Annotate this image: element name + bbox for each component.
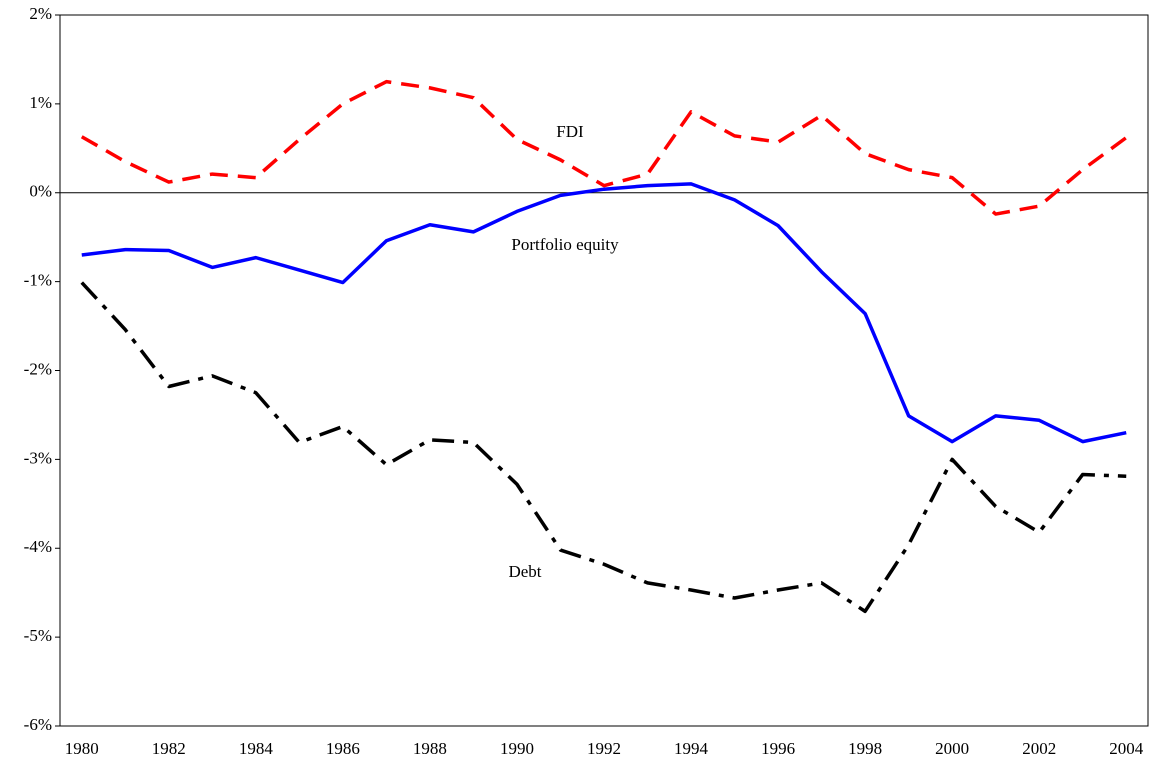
series-annotation: Portfolio equity bbox=[511, 235, 619, 254]
series-annotation: Debt bbox=[508, 562, 541, 581]
x-tick-label: 2000 bbox=[935, 739, 969, 758]
x-tick-label: 1988 bbox=[413, 739, 447, 758]
x-tick-label: 1996 bbox=[761, 739, 795, 758]
series-line bbox=[81, 182, 1127, 444]
y-tick-label: -1% bbox=[24, 271, 52, 290]
series-line bbox=[80, 281, 1127, 614]
plot-border bbox=[59, 14, 1149, 727]
y-tick-label: -2% bbox=[24, 359, 52, 378]
x-tick-label: 1980 bbox=[65, 739, 99, 758]
y-tick-label: 1% bbox=[29, 93, 52, 112]
x-tick-label: 2002 bbox=[1022, 739, 1056, 758]
x-tick-label: 1990 bbox=[500, 739, 534, 758]
x-tick-label: 1994 bbox=[674, 739, 709, 758]
x-tick-label: 1984 bbox=[239, 739, 274, 758]
series-annotation: FDI bbox=[556, 122, 584, 141]
y-tick-label: -3% bbox=[24, 448, 52, 467]
y-tick-label: -6% bbox=[24, 715, 52, 734]
y-tick-label: 0% bbox=[29, 182, 52, 201]
x-tick-label: 2004 bbox=[1109, 739, 1144, 758]
y-tick-label: -5% bbox=[24, 626, 52, 645]
x-tick-label: 1998 bbox=[848, 739, 882, 758]
x-tick-label: 1986 bbox=[326, 739, 360, 758]
series-line bbox=[80, 79, 1128, 216]
y-tick-label: 2% bbox=[29, 4, 52, 23]
x-tick-label: 1982 bbox=[152, 739, 186, 758]
x-tick-label: 1992 bbox=[587, 739, 621, 758]
y-tick-label: -4% bbox=[24, 537, 52, 556]
